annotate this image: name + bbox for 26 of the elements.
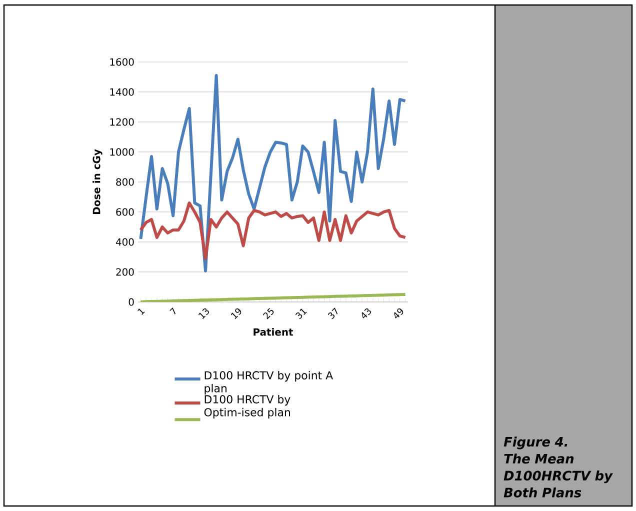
x-axis-title: Patient [254, 328, 294, 336]
y-tick-label: 1000 [110, 148, 134, 156]
y-tick-label: 1200 [110, 118, 134, 126]
x-tick-label: 49 [394, 308, 404, 318]
x-tick-label: 43 [362, 308, 371, 318]
x-tick-label: 13 [198, 308, 209, 319]
x-tick-label: 1 [138, 308, 145, 315]
legend-label: D100 HRCTV by Optim-ised plan [204, 394, 290, 419]
caption: Figure 4. The Mean D100HRCTV by Both Plans [504, 436, 613, 498]
y-tick-label: 200 [116, 268, 134, 276]
y-axis-title: Dose in cGy [92, 149, 102, 214]
y-tick-label: 1400 [110, 88, 134, 96]
x-tick-label: 7 [170, 308, 176, 314]
x-tick-label: 25 [263, 308, 274, 320]
line-series [139, 292, 407, 302]
x-tick-label: 19 [230, 308, 242, 319]
x-tick-label: 31 [295, 308, 307, 320]
y-tick-label: 0 [128, 298, 134, 306]
x-tick-label: 37 [328, 308, 338, 320]
y-tick-label: 1600 [110, 58, 134, 66]
line-series [139, 201, 407, 260]
legend-label: D100 HRCTV by point A plan [204, 370, 333, 395]
y-tick-label: 400 [116, 238, 134, 246]
y-tick-label: 600 [116, 208, 134, 216]
y-tick-label: 800 [116, 178, 134, 186]
line-series [139, 74, 407, 272]
